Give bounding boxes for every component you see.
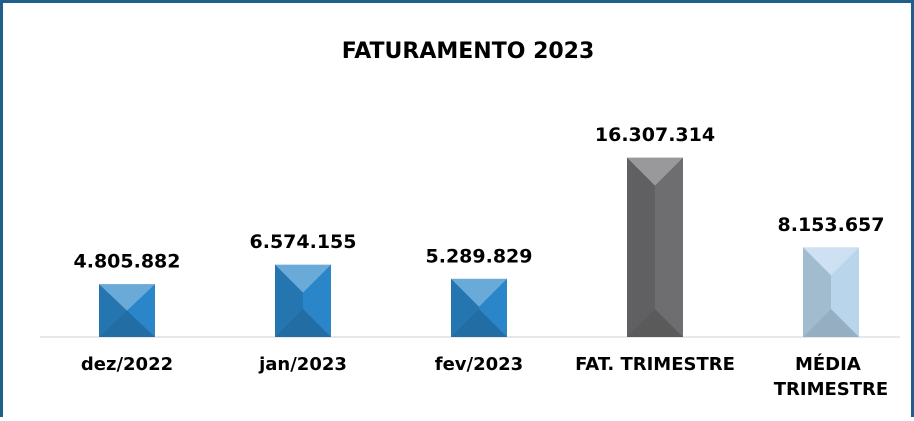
bar-facet	[99, 284, 127, 337]
bar-facet	[451, 278, 507, 307]
bar-facet	[803, 247, 859, 276]
bar-facet	[275, 264, 303, 337]
bar	[99, 284, 155, 337]
bar-facet	[275, 309, 331, 337]
bar-facet	[451, 309, 507, 337]
bar	[627, 157, 683, 337]
chart-title: FATURAMENTO 2023	[342, 39, 595, 64]
bar-facet	[627, 157, 683, 186]
bar-facet	[627, 157, 655, 337]
bar	[451, 278, 507, 337]
bar	[803, 247, 859, 337]
x-tick-label: fev/2023	[435, 354, 523, 375]
bar-facet	[99, 310, 155, 337]
bar	[275, 264, 331, 337]
value-label: 5.289.829	[426, 245, 533, 267]
value-label: 16.307.314	[595, 124, 715, 146]
bar-facet	[627, 309, 683, 337]
bar-facet	[803, 247, 831, 337]
bar-facet	[803, 309, 859, 337]
x-tick-label: dez/2022	[81, 354, 173, 375]
value-label: 4.805.882	[74, 251, 181, 273]
bar-facet	[451, 278, 479, 337]
bar-facet	[99, 284, 155, 311]
x-tick-label: FAT. TRIMESTRE	[575, 354, 735, 375]
bar-facet	[275, 264, 331, 293]
value-label: 6.574.155	[250, 231, 357, 253]
x-tick-label: jan/2023	[258, 354, 347, 375]
x-tick-label: MÉDIA TRIMESTRE	[774, 353, 888, 400]
value-label: 8.153.657	[778, 214, 885, 236]
